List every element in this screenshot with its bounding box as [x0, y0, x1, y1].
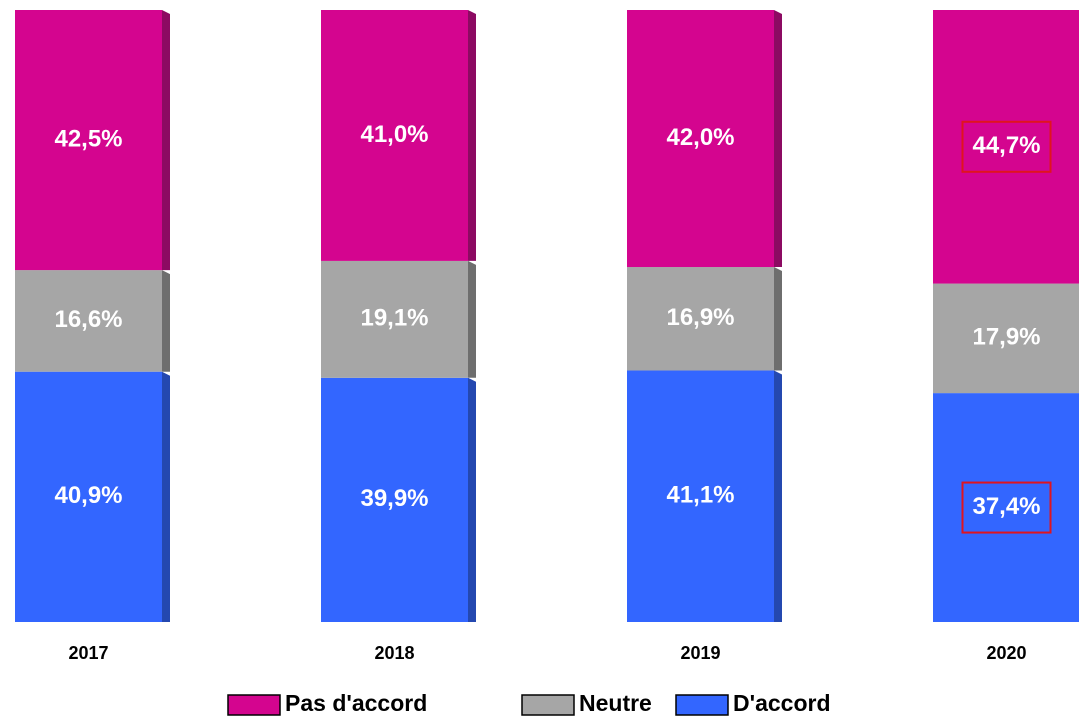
- bar-segment: [15, 371, 162, 622]
- highlight-box: [961, 120, 1052, 173]
- bar-segment: [321, 260, 468, 378]
- value-label: 44,7%: [972, 132, 1040, 159]
- bar-side: [162, 371, 170, 622]
- legend-swatch: [521, 694, 575, 716]
- value-label: 19,1%: [360, 305, 428, 332]
- x-tick-label: 2019: [680, 643, 720, 663]
- bar-segment: [627, 370, 774, 622]
- value-label: 42,0%: [666, 124, 734, 151]
- bar-side: [468, 10, 476, 261]
- bar-segment: [933, 283, 1079, 394]
- value-label: 39,9%: [360, 485, 428, 512]
- bar-side: [468, 377, 476, 622]
- bar-side: [774, 370, 782, 622]
- value-label: 42,5%: [54, 125, 122, 152]
- bar-segment: [933, 393, 1079, 622]
- value-label: 16,9%: [666, 304, 734, 331]
- bar-side: [468, 260, 476, 378]
- bar-segment: [321, 377, 468, 622]
- value-label: 41,1%: [666, 482, 734, 509]
- bar-segment: [627, 267, 774, 371]
- legend-swatch: [675, 694, 729, 716]
- bar-side: [774, 267, 782, 371]
- value-label: 37,4%: [972, 493, 1040, 520]
- legend-swatch: [227, 694, 281, 716]
- legend-label: Pas d'accord: [285, 690, 427, 716]
- bar-segment: [627, 10, 774, 268]
- bar-side: [774, 10, 782, 268]
- highlight-box: [961, 481, 1052, 534]
- bar-side: [162, 10, 170, 271]
- bar-segment: [321, 10, 468, 261]
- value-label: 16,6%: [54, 306, 122, 333]
- bar-segment: [933, 10, 1079, 284]
- value-label: 17,9%: [972, 324, 1040, 351]
- legend-label: Neutre: [579, 690, 652, 716]
- value-label: 40,9%: [54, 482, 122, 509]
- x-tick-label: 2020: [986, 643, 1026, 663]
- bar-segment: [15, 270, 162, 372]
- x-tick-label: 2018: [374, 643, 414, 663]
- legend-label: D'accord: [733, 690, 831, 716]
- bar-side: [162, 270, 170, 372]
- value-label: 41,0%: [360, 121, 428, 148]
- bar-segment: [15, 10, 162, 271]
- x-tick-label: 2017: [68, 643, 108, 663]
